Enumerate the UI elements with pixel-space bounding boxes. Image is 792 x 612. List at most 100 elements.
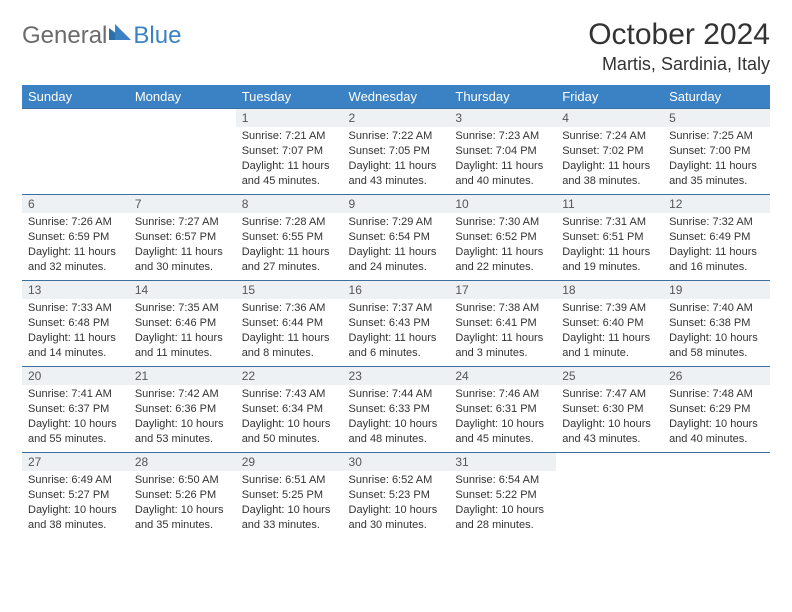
- day-number: 23: [343, 367, 450, 385]
- day-details: Sunrise: 7:40 AMSunset: 6:38 PMDaylight:…: [663, 299, 770, 364]
- calendar-cell: 1Sunrise: 7:21 AMSunset: 7:07 PMDaylight…: [236, 109, 343, 195]
- day-number: 26: [663, 367, 770, 385]
- calendar-cell: 15Sunrise: 7:36 AMSunset: 6:44 PMDayligh…: [236, 281, 343, 367]
- day-details: Sunrise: 7:35 AMSunset: 6:46 PMDaylight:…: [129, 299, 236, 364]
- day-number: 12: [663, 195, 770, 213]
- day-details: Sunrise: 7:25 AMSunset: 7:00 PMDaylight:…: [663, 127, 770, 192]
- day-number: 16: [343, 281, 450, 299]
- day-number: 15: [236, 281, 343, 299]
- logo-text-blue: Blue: [133, 22, 181, 50]
- title-block: October 2024 Martis, Sardinia, Italy: [588, 18, 770, 75]
- calendar-cell: 6Sunrise: 7:26 AMSunset: 6:59 PMDaylight…: [22, 195, 129, 281]
- day-number: 28: [129, 453, 236, 471]
- weekday-header: Tuesday: [236, 85, 343, 109]
- calendar-row: 13Sunrise: 7:33 AMSunset: 6:48 PMDayligh…: [22, 281, 770, 367]
- day-number: 29: [236, 453, 343, 471]
- day-details: Sunrise: 7:39 AMSunset: 6:40 PMDaylight:…: [556, 299, 663, 364]
- day-details: Sunrise: 7:31 AMSunset: 6:51 PMDaylight:…: [556, 213, 663, 278]
- day-details: Sunrise: 6:50 AMSunset: 5:26 PMDaylight:…: [129, 471, 236, 536]
- calendar-cell: 13Sunrise: 7:33 AMSunset: 6:48 PMDayligh…: [22, 281, 129, 367]
- day-number: 25: [556, 367, 663, 385]
- calendar-cell: 24Sunrise: 7:46 AMSunset: 6:31 PMDayligh…: [449, 367, 556, 453]
- day-details: Sunrise: 7:23 AMSunset: 7:04 PMDaylight:…: [449, 127, 556, 192]
- day-details: Sunrise: 7:48 AMSunset: 6:29 PMDaylight:…: [663, 385, 770, 450]
- day-number: 18: [556, 281, 663, 299]
- calendar-cell: 10Sunrise: 7:30 AMSunset: 6:52 PMDayligh…: [449, 195, 556, 281]
- day-number: 8: [236, 195, 343, 213]
- calendar-cell: 28Sunrise: 6:50 AMSunset: 5:26 PMDayligh…: [129, 453, 236, 539]
- day-number: 14: [129, 281, 236, 299]
- header: General Blue October 2024 Martis, Sardin…: [22, 18, 770, 75]
- calendar-cell: 19Sunrise: 7:40 AMSunset: 6:38 PMDayligh…: [663, 281, 770, 367]
- day-number: 24: [449, 367, 556, 385]
- calendar-cell: 5Sunrise: 7:25 AMSunset: 7:00 PMDaylight…: [663, 109, 770, 195]
- day-details: Sunrise: 7:32 AMSunset: 6:49 PMDaylight:…: [663, 213, 770, 278]
- calendar-body: 1Sunrise: 7:21 AMSunset: 7:07 PMDaylight…: [22, 109, 770, 539]
- calendar-cell: 21Sunrise: 7:42 AMSunset: 6:36 PMDayligh…: [129, 367, 236, 453]
- day-number: 10: [449, 195, 556, 213]
- day-details: Sunrise: 7:24 AMSunset: 7:02 PMDaylight:…: [556, 127, 663, 192]
- day-details: Sunrise: 7:29 AMSunset: 6:54 PMDaylight:…: [343, 213, 450, 278]
- day-number: 17: [449, 281, 556, 299]
- day-number: 6: [22, 195, 129, 213]
- day-number: 9: [343, 195, 450, 213]
- calendar-cell: 9Sunrise: 7:29 AMSunset: 6:54 PMDaylight…: [343, 195, 450, 281]
- day-details: Sunrise: 7:44 AMSunset: 6:33 PMDaylight:…: [343, 385, 450, 450]
- day-details: Sunrise: 7:28 AMSunset: 6:55 PMDaylight:…: [236, 213, 343, 278]
- calendar-row: 6Sunrise: 7:26 AMSunset: 6:59 PMDaylight…: [22, 195, 770, 281]
- calendar-cell: 18Sunrise: 7:39 AMSunset: 6:40 PMDayligh…: [556, 281, 663, 367]
- day-number: 22: [236, 367, 343, 385]
- day-details: Sunrise: 7:36 AMSunset: 6:44 PMDaylight:…: [236, 299, 343, 364]
- day-details: Sunrise: 7:26 AMSunset: 6:59 PMDaylight:…: [22, 213, 129, 278]
- calendar-cell: [22, 109, 129, 195]
- calendar-cell: 2Sunrise: 7:22 AMSunset: 7:05 PMDaylight…: [343, 109, 450, 195]
- day-details: Sunrise: 7:46 AMSunset: 6:31 PMDaylight:…: [449, 385, 556, 450]
- day-details: Sunrise: 7:38 AMSunset: 6:41 PMDaylight:…: [449, 299, 556, 364]
- day-details: Sunrise: 7:37 AMSunset: 6:43 PMDaylight:…: [343, 299, 450, 364]
- page-title: October 2024: [588, 18, 770, 52]
- calendar-cell: 11Sunrise: 7:31 AMSunset: 6:51 PMDayligh…: [556, 195, 663, 281]
- day-details: Sunrise: 7:33 AMSunset: 6:48 PMDaylight:…: [22, 299, 129, 364]
- day-number: 13: [22, 281, 129, 299]
- calendar-cell: 16Sunrise: 7:37 AMSunset: 6:43 PMDayligh…: [343, 281, 450, 367]
- calendar-cell: 17Sunrise: 7:38 AMSunset: 6:41 PMDayligh…: [449, 281, 556, 367]
- day-number: 5: [663, 109, 770, 127]
- calendar-table: SundayMondayTuesdayWednesdayThursdayFrid…: [22, 85, 770, 539]
- day-number: 11: [556, 195, 663, 213]
- weekday-header: Monday: [129, 85, 236, 109]
- calendar-row: 1Sunrise: 7:21 AMSunset: 7:07 PMDaylight…: [22, 109, 770, 195]
- day-details: Sunrise: 6:54 AMSunset: 5:22 PMDaylight:…: [449, 471, 556, 536]
- location-label: Martis, Sardinia, Italy: [588, 54, 770, 75]
- calendar-cell: 7Sunrise: 7:27 AMSunset: 6:57 PMDaylight…: [129, 195, 236, 281]
- logo: General Blue: [22, 18, 181, 50]
- day-details: Sunrise: 7:30 AMSunset: 6:52 PMDaylight:…: [449, 213, 556, 278]
- day-number: 4: [556, 109, 663, 127]
- day-number: 7: [129, 195, 236, 213]
- day-details: Sunrise: 7:42 AMSunset: 6:36 PMDaylight:…: [129, 385, 236, 450]
- day-details: Sunrise: 6:52 AMSunset: 5:23 PMDaylight:…: [343, 471, 450, 536]
- day-number: 1: [236, 109, 343, 127]
- calendar-row: 27Sunrise: 6:49 AMSunset: 5:27 PMDayligh…: [22, 453, 770, 539]
- day-details: Sunrise: 7:43 AMSunset: 6:34 PMDaylight:…: [236, 385, 343, 450]
- calendar-cell: 29Sunrise: 6:51 AMSunset: 5:25 PMDayligh…: [236, 453, 343, 539]
- weekday-header: Saturday: [663, 85, 770, 109]
- day-number: 21: [129, 367, 236, 385]
- day-details: Sunrise: 7:41 AMSunset: 6:37 PMDaylight:…: [22, 385, 129, 450]
- calendar-cell: [663, 453, 770, 539]
- day-number: 27: [22, 453, 129, 471]
- calendar-cell: 3Sunrise: 7:23 AMSunset: 7:04 PMDaylight…: [449, 109, 556, 195]
- logo-text-general: General: [22, 22, 107, 50]
- weekday-header: Thursday: [449, 85, 556, 109]
- calendar-cell: 27Sunrise: 6:49 AMSunset: 5:27 PMDayligh…: [22, 453, 129, 539]
- weekday-header: Friday: [556, 85, 663, 109]
- day-details: Sunrise: 7:21 AMSunset: 7:07 PMDaylight:…: [236, 127, 343, 192]
- calendar-row: 20Sunrise: 7:41 AMSunset: 6:37 PMDayligh…: [22, 367, 770, 453]
- weekday-header: Sunday: [22, 85, 129, 109]
- calendar-cell: 8Sunrise: 7:28 AMSunset: 6:55 PMDaylight…: [236, 195, 343, 281]
- calendar-cell: 22Sunrise: 7:43 AMSunset: 6:34 PMDayligh…: [236, 367, 343, 453]
- day-number: 19: [663, 281, 770, 299]
- day-details: Sunrise: 6:51 AMSunset: 5:25 PMDaylight:…: [236, 471, 343, 536]
- calendar-cell: 20Sunrise: 7:41 AMSunset: 6:37 PMDayligh…: [22, 367, 129, 453]
- calendar-cell: 23Sunrise: 7:44 AMSunset: 6:33 PMDayligh…: [343, 367, 450, 453]
- calendar-cell: 14Sunrise: 7:35 AMSunset: 6:46 PMDayligh…: [129, 281, 236, 367]
